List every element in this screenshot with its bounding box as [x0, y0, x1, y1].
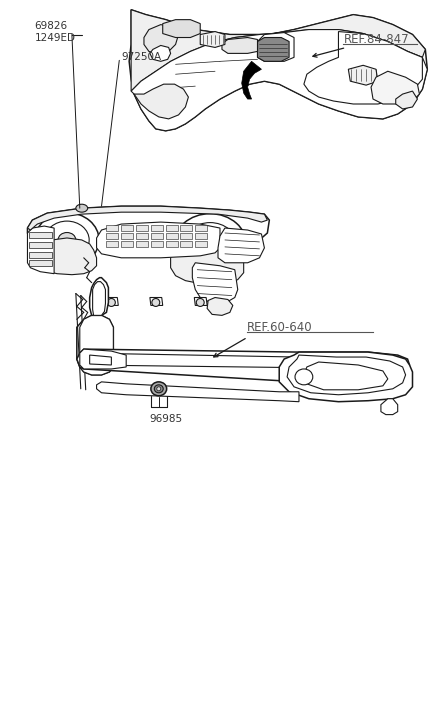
Polygon shape [28, 206, 267, 230]
Polygon shape [195, 225, 207, 231]
Ellipse shape [35, 213, 99, 268]
Polygon shape [129, 9, 427, 131]
Polygon shape [134, 84, 188, 119]
Polygon shape [396, 91, 417, 109]
Polygon shape [200, 31, 225, 47]
Polygon shape [287, 355, 406, 395]
Polygon shape [151, 233, 163, 239]
Polygon shape [77, 316, 113, 375]
Polygon shape [163, 20, 200, 38]
Polygon shape [136, 233, 148, 239]
Text: REF.60-640: REF.60-640 [246, 321, 312, 334]
Polygon shape [107, 241, 118, 247]
Polygon shape [80, 316, 113, 375]
Polygon shape [97, 222, 220, 258]
Polygon shape [29, 242, 52, 248]
Polygon shape [105, 297, 118, 305]
Polygon shape [136, 225, 148, 231]
Polygon shape [151, 241, 163, 247]
Polygon shape [218, 228, 264, 262]
Polygon shape [28, 206, 269, 248]
Polygon shape [222, 38, 257, 53]
Polygon shape [29, 260, 52, 266]
Polygon shape [257, 33, 294, 61]
Polygon shape [107, 225, 118, 231]
Polygon shape [348, 65, 378, 85]
Text: 69826: 69826 [35, 20, 67, 31]
Text: REF.84-847: REF.84-847 [343, 33, 409, 46]
Polygon shape [97, 382, 299, 402]
Polygon shape [195, 241, 207, 247]
Polygon shape [90, 278, 108, 316]
Ellipse shape [152, 299, 160, 307]
Polygon shape [29, 252, 52, 258]
Polygon shape [381, 398, 398, 414]
Polygon shape [150, 46, 170, 61]
Polygon shape [150, 297, 163, 305]
Polygon shape [180, 241, 192, 247]
Polygon shape [107, 233, 118, 239]
Polygon shape [131, 30, 427, 131]
Ellipse shape [108, 299, 115, 307]
Polygon shape [136, 241, 148, 247]
Polygon shape [166, 225, 177, 231]
Text: 97250A: 97250A [121, 52, 161, 63]
Text: 1249ED: 1249ED [35, 33, 75, 42]
Ellipse shape [58, 233, 76, 247]
Text: 96985: 96985 [149, 414, 182, 424]
Polygon shape [180, 233, 192, 239]
Ellipse shape [157, 387, 161, 391]
Polygon shape [242, 61, 261, 99]
Polygon shape [121, 225, 133, 231]
Polygon shape [195, 233, 207, 239]
Ellipse shape [76, 204, 88, 212]
Polygon shape [166, 233, 177, 239]
Ellipse shape [45, 221, 89, 259]
Polygon shape [194, 297, 207, 305]
Polygon shape [121, 233, 133, 239]
Ellipse shape [199, 237, 221, 255]
Polygon shape [28, 226, 54, 273]
Ellipse shape [196, 299, 204, 307]
Polygon shape [35, 238, 97, 275]
Polygon shape [77, 349, 409, 384]
Polygon shape [304, 362, 388, 390]
Polygon shape [144, 25, 179, 55]
Polygon shape [93, 281, 105, 316]
Polygon shape [131, 9, 425, 91]
Polygon shape [304, 31, 423, 104]
Ellipse shape [151, 382, 166, 395]
Ellipse shape [154, 385, 163, 393]
Polygon shape [29, 232, 52, 238]
Polygon shape [180, 225, 192, 231]
Polygon shape [166, 241, 177, 247]
Polygon shape [371, 71, 420, 104]
Ellipse shape [183, 222, 237, 269]
Ellipse shape [173, 214, 247, 278]
Ellipse shape [295, 369, 313, 385]
Polygon shape [121, 241, 133, 247]
Polygon shape [192, 262, 238, 302]
Polygon shape [80, 349, 126, 369]
Polygon shape [257, 38, 289, 61]
Polygon shape [207, 297, 233, 316]
Polygon shape [279, 352, 413, 402]
Polygon shape [90, 355, 111, 365]
Polygon shape [151, 225, 163, 231]
Polygon shape [170, 242, 244, 284]
